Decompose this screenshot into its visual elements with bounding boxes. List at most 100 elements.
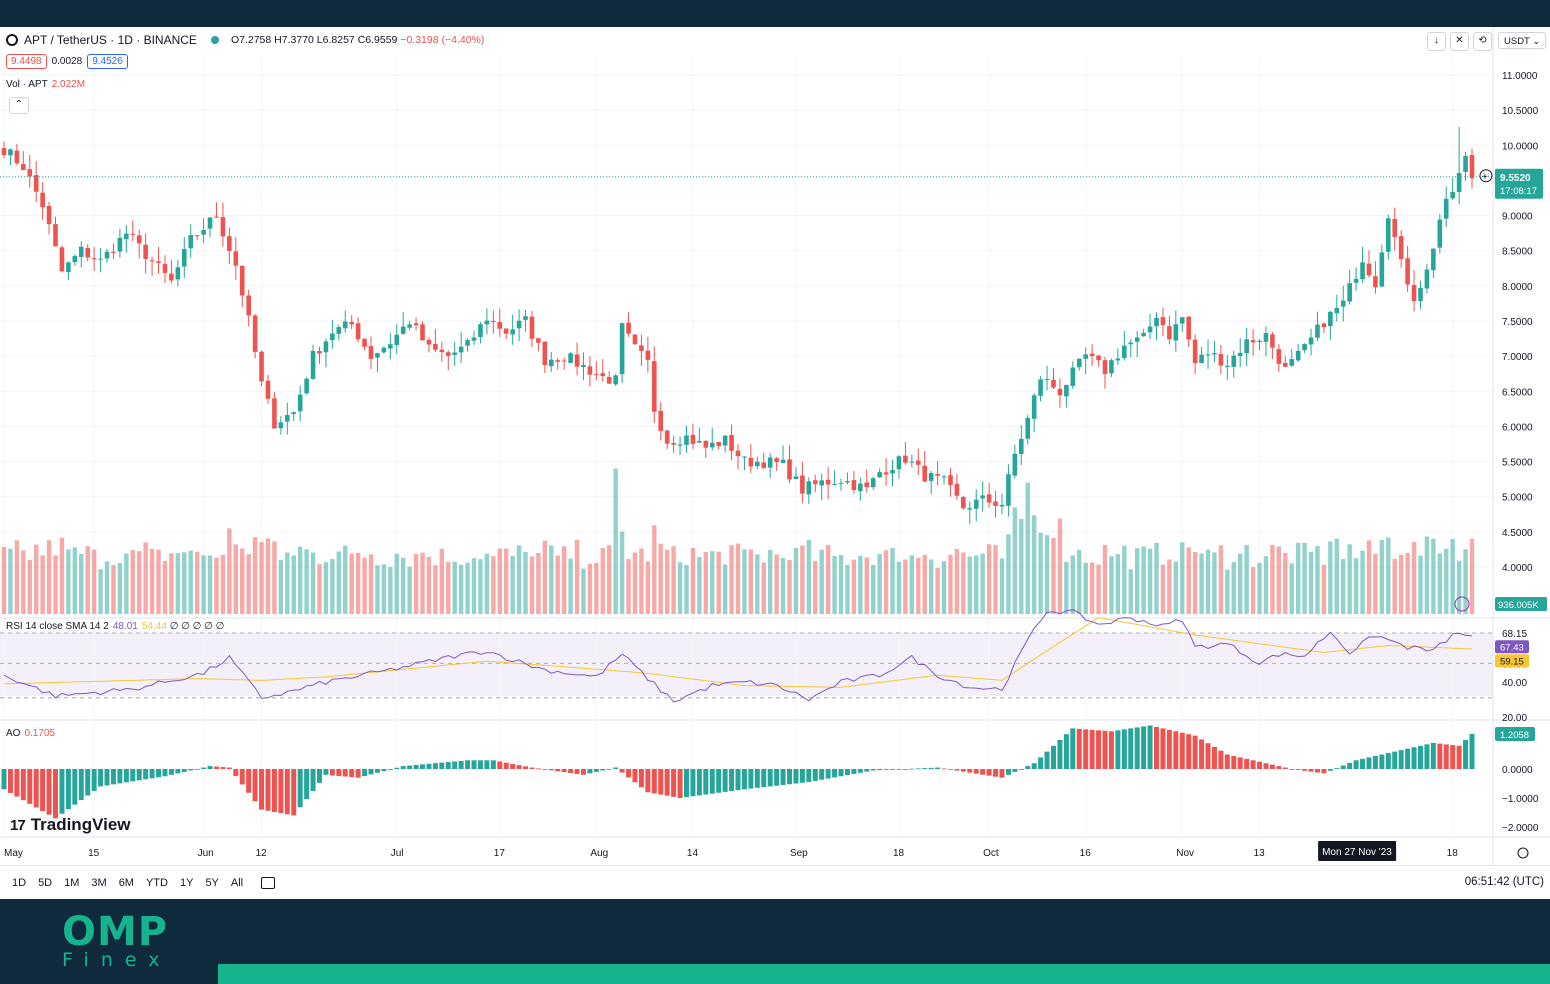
ao-bar xyxy=(703,769,709,795)
ao-tick-label: −2.0000 xyxy=(1502,823,1539,834)
candle-body xyxy=(980,495,985,499)
candle-body xyxy=(111,251,116,253)
volume-bar xyxy=(1424,536,1430,614)
volume-bar xyxy=(613,468,618,614)
ao-bar xyxy=(658,769,664,795)
rsi-sma-value: 54.44 xyxy=(141,621,167,632)
ao-bar xyxy=(1108,731,1114,769)
candle-body xyxy=(735,450,741,457)
range-1y[interactable]: 1Y xyxy=(179,877,194,889)
volume-bar xyxy=(1167,559,1172,614)
volume-bar xyxy=(1057,518,1063,614)
volume-bar xyxy=(1257,562,1262,614)
candle-body xyxy=(922,465,928,482)
volume-bar xyxy=(407,566,412,614)
candle-body xyxy=(8,149,13,156)
candle-body xyxy=(1057,388,1063,396)
download-icon[interactable]: ↓ xyxy=(1427,32,1446,51)
ao-bar xyxy=(1154,726,1160,769)
chart-canvas[interactable]: 11.0000 10.5000 10.0000 9.0000 8.5000 8.0000 7… xyxy=(0,27,1550,865)
volume-bar xyxy=(1128,569,1133,614)
ao-bar xyxy=(832,769,838,778)
candle-body xyxy=(832,483,837,485)
ao-bar xyxy=(1199,739,1205,769)
volume-bar xyxy=(1334,538,1339,614)
volume-bar xyxy=(935,567,940,614)
candle-body xyxy=(1353,278,1359,283)
price-tick-label: 8.0000 xyxy=(1502,282,1533,293)
rsi-sma-last-label: 59.15 xyxy=(1500,656,1524,667)
fullscreen-icon[interactable]: ✕ xyxy=(1450,32,1469,51)
ao-bar xyxy=(91,769,97,791)
volume-bar xyxy=(1270,544,1275,614)
candle-body xyxy=(973,499,979,509)
candle-body xyxy=(452,352,458,355)
range-1d[interactable]: 1D xyxy=(12,877,27,889)
candle-body xyxy=(1282,362,1288,367)
candle-body xyxy=(677,444,683,446)
range-1m[interactable]: 1M xyxy=(64,877,80,889)
range-5d[interactable]: 5D xyxy=(38,877,53,889)
volume-bar xyxy=(516,545,522,614)
range-5y[interactable]: 5Y xyxy=(205,877,219,889)
ao-bar xyxy=(928,767,934,769)
clock-utc[interactable]: 06:51:42 (UTC) xyxy=(1464,876,1544,888)
plus-icon: + xyxy=(1482,172,1488,183)
ao-bar xyxy=(46,769,52,815)
ao-bar xyxy=(1166,729,1172,769)
candle-body xyxy=(1096,355,1101,361)
volume-legend: Vol · APT 2.022M xyxy=(6,79,85,90)
volume-bar xyxy=(1006,534,1011,614)
candle-body xyxy=(896,456,902,470)
candle-body xyxy=(1469,154,1475,179)
ao-bar xyxy=(497,761,503,769)
ao-bar xyxy=(1417,745,1423,769)
candle-body xyxy=(664,430,670,444)
volume-bar xyxy=(220,554,226,614)
candle-body xyxy=(413,323,419,326)
ao-bar xyxy=(1231,755,1237,769)
currency-select[interactable]: USDT ⌄ xyxy=(1498,32,1546,49)
volume-bar xyxy=(1044,535,1050,614)
volume-bar xyxy=(162,560,168,614)
collapse-legend-button[interactable]: ⌃ xyxy=(9,97,29,114)
range-6m[interactable]: 6M xyxy=(118,877,134,889)
ao-bar xyxy=(1134,727,1140,769)
volume-bar xyxy=(362,557,367,614)
bid-price[interactable]: 9.4498 xyxy=(6,54,47,69)
ao-bar xyxy=(1327,769,1333,771)
candle-body xyxy=(561,360,567,362)
candle-body xyxy=(284,415,290,422)
symbol-title[interactable]: APT / TetherUS · 1D · BINANCE xyxy=(24,33,197,47)
candle-body xyxy=(1122,345,1127,359)
volume-bar xyxy=(1102,544,1108,614)
ao-bar xyxy=(999,769,1005,778)
calendar-icon[interactable] xyxy=(261,877,276,889)
volume-bar xyxy=(954,548,960,614)
volume-label: Vol · APT xyxy=(6,79,48,90)
chart-area[interactable]: 11.0000 10.5000 10.0000 9.0000 8.5000 8.0000 7… xyxy=(0,27,1550,899)
lightning-icon xyxy=(1454,596,1470,612)
ao-bar xyxy=(310,769,316,792)
volume-bar xyxy=(1205,549,1211,614)
ao-bar xyxy=(53,769,59,819)
change-value: −0.3198 (−4.40%) xyxy=(400,34,485,46)
ao-bar xyxy=(1392,751,1398,769)
volume-bar xyxy=(729,545,734,614)
ask-price[interactable]: 9.4526 xyxy=(87,54,128,69)
candle-body xyxy=(883,472,889,475)
range-all[interactable]: All xyxy=(230,877,244,889)
range-3m[interactable]: 3M xyxy=(91,877,107,889)
volume-bar xyxy=(27,559,32,614)
refresh-icon[interactable]: ⟲ xyxy=(1473,32,1492,51)
candle-body xyxy=(1456,172,1462,192)
ao-bar xyxy=(568,769,574,773)
ao-bar xyxy=(1160,728,1166,769)
volume-bar xyxy=(194,551,200,614)
ao-bar xyxy=(85,769,91,796)
volume-bar xyxy=(1225,569,1230,614)
ao-bar xyxy=(1205,743,1211,769)
ao-bar xyxy=(1347,762,1353,769)
range-ytd[interactable]: YTD xyxy=(145,877,168,889)
candle-body xyxy=(1167,326,1172,340)
